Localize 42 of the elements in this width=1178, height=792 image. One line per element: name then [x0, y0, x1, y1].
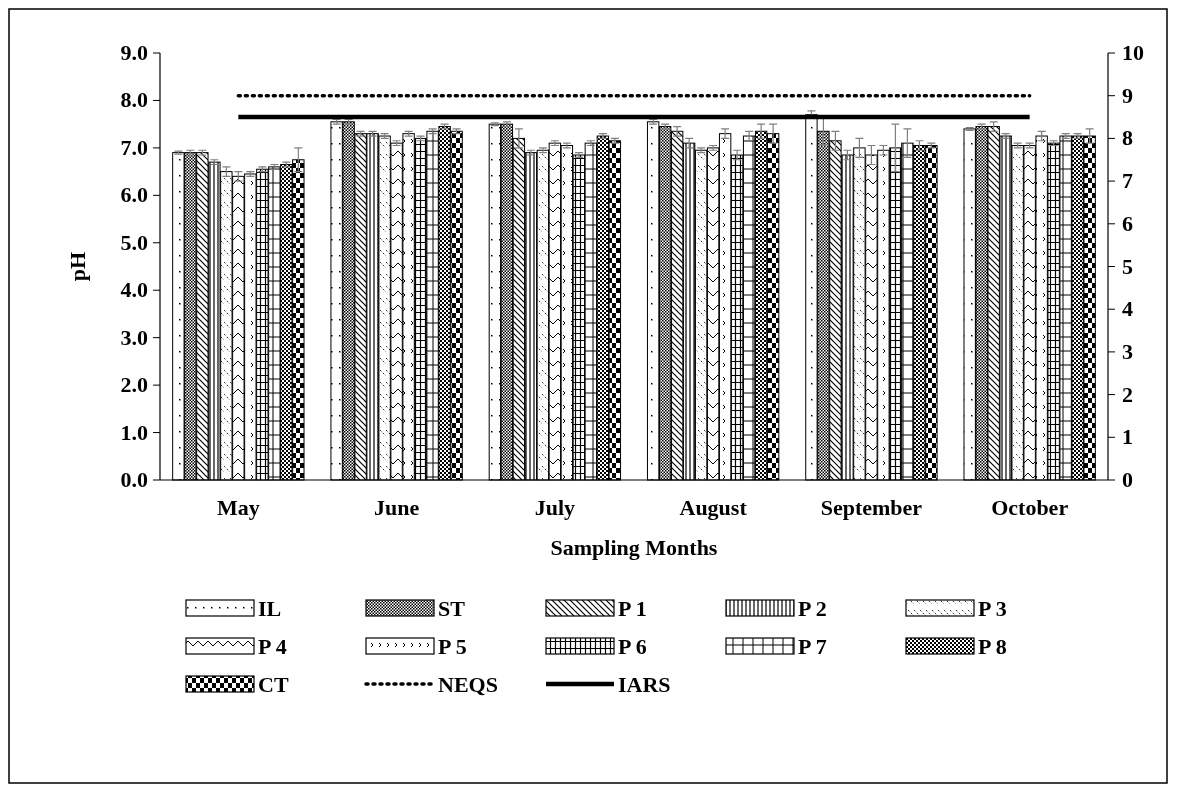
x-tick-label: August	[679, 495, 748, 520]
y-tick-label: 3.0	[120, 324, 148, 350]
y-tick-label: 0.0	[120, 467, 148, 492]
legend-label: CT	[258, 672, 289, 697]
y2-tick-label: 2	[1122, 381, 1133, 407]
legend-label: P 1	[618, 596, 647, 621]
x-tick-label: May	[216, 495, 260, 520]
y-tick-label: 8.0	[120, 87, 148, 113]
legend-label: ST	[438, 596, 466, 621]
x-tick-label: September	[820, 495, 923, 520]
y-axis-title: pH	[65, 251, 90, 282]
y2-tick-label: 7	[1122, 168, 1133, 194]
y2-tick-label: 8	[1122, 125, 1133, 151]
y2-tick-label: 9	[1122, 82, 1133, 108]
x-axis-title: Sampling Months	[550, 535, 718, 560]
y2-tick-label: 6	[1122, 210, 1133, 236]
y-tick-label: 9.0	[120, 40, 148, 65]
legend-label: P 3	[978, 596, 1007, 621]
y2-tick-label: 1	[1122, 424, 1133, 450]
y-tick-label: 6.0	[120, 182, 148, 208]
y2-tick-label: 0	[1122, 467, 1133, 492]
y2-tick-label: 3	[1122, 338, 1133, 364]
legend-label: P 7	[798, 634, 827, 659]
legend-label: P 4	[258, 634, 287, 659]
legend-label: P 6	[618, 634, 647, 659]
x-tick-label: June	[373, 495, 420, 520]
legend-label: IL	[258, 596, 282, 621]
y-tick-label: 2.0	[120, 372, 148, 398]
legend-label: P 2	[798, 596, 827, 621]
y2-tick-label: 4	[1122, 296, 1133, 322]
legend-label: IARS	[618, 672, 671, 697]
legend-label: NEQS	[438, 672, 498, 697]
y-tick-label: 7.0	[120, 134, 148, 160]
y-tick-label: 5.0	[120, 229, 148, 255]
legend-label: P 8	[978, 634, 1007, 659]
legend-label: P 5	[438, 634, 467, 659]
y-tick-label: 4.0	[120, 277, 148, 303]
y2-tick-label: 10	[1122, 40, 1144, 65]
y2-tick-label: 5	[1122, 253, 1133, 279]
x-tick-label: July	[534, 495, 576, 520]
y-tick-label: 1.0	[120, 419, 148, 445]
x-tick-label: October	[991, 495, 1069, 520]
